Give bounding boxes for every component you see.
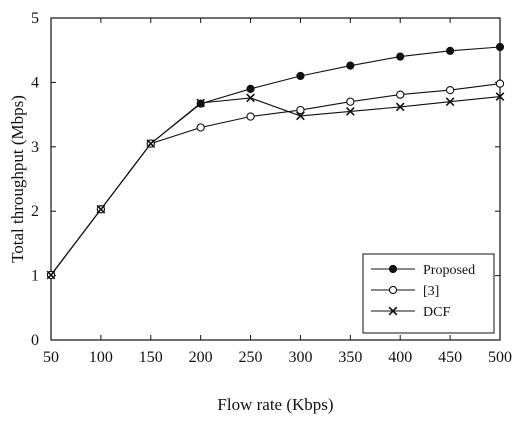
x-tick-label: 100	[89, 349, 113, 366]
axes: 50 100 150 200 250 300 350 400 450 500 0 1 2 3 4 5	[31, 10, 512, 366]
x-tick-label: 150	[139, 349, 163, 366]
y-tick-label: 0	[31, 332, 39, 349]
legend-label-3: [3]	[423, 284, 439, 299]
x-tick-label: 500	[488, 349, 512, 366]
data-point-3	[296, 105, 305, 115]
y-axis-title: Total throughput (Mbps)	[8, 95, 27, 263]
series-proposed	[46, 42, 505, 280]
data-point-3	[495, 79, 505, 88]
data-point-3	[246, 112, 255, 121]
legend-box	[362, 253, 495, 334]
x-tick-label: 200	[189, 349, 213, 366]
data-point-proposed	[396, 52, 405, 61]
data-point-dcf	[395, 102, 405, 112]
data-point-proposed	[495, 42, 505, 52]
y-tick-label: 2	[31, 203, 39, 220]
series-line-3	[50, 83, 501, 276]
data-point-3	[445, 85, 455, 95]
x-tick-label: 400	[388, 349, 412, 366]
y-tick-label: 1	[31, 268, 39, 285]
data-point-dcf	[345, 107, 355, 116]
legend: Proposed [3] DCF	[362, 253, 495, 334]
legend-marker-3	[388, 285, 398, 295]
data-point-dcf	[196, 98, 206, 108]
series-line-proposed	[50, 46, 501, 276]
plot-frame	[50, 17, 501, 341]
x-tick-label: 50	[43, 349, 59, 366]
data-point-dcf	[96, 204, 106, 214]
x-tick-label: 300	[288, 349, 312, 366]
data-point-dcf	[445, 97, 455, 107]
data-point-3	[396, 90, 405, 99]
data-point-proposed	[246, 84, 255, 93]
series-dcf	[46, 92, 505, 280]
data-point-dcf	[146, 139, 156, 148]
data-point-dcf	[246, 93, 255, 103]
data-point-dcf	[296, 111, 305, 121]
y-tick-label: 3	[31, 139, 39, 156]
data-point-dcf	[46, 270, 56, 280]
y-tick-label: 4	[31, 74, 39, 91]
y-tick-label: 5	[31, 10, 39, 27]
data-point-3	[346, 97, 355, 106]
data-point-proposed	[446, 46, 455, 55]
legend-marker-dcf	[388, 306, 398, 316]
x-tick-label: 450	[438, 349, 462, 366]
series-layer	[46, 42, 505, 280]
data-point-3	[196, 123, 205, 132]
data-point-dcf	[495, 92, 505, 101]
x-tick-label: 250	[239, 349, 263, 366]
legend-label-proposed: Proposed	[423, 263, 475, 278]
legend-label-dcf: DCF	[423, 305, 450, 320]
data-point-proposed	[346, 61, 355, 70]
x-axis-title: Flow rate (Kbps)	[217, 395, 333, 414]
legend-marker-proposed	[388, 264, 398, 274]
series-3	[46, 79, 505, 280]
data-point-proposed	[296, 71, 305, 81]
series-line-dcf	[50, 96, 501, 276]
x-tick-label: 350	[338, 349, 362, 366]
